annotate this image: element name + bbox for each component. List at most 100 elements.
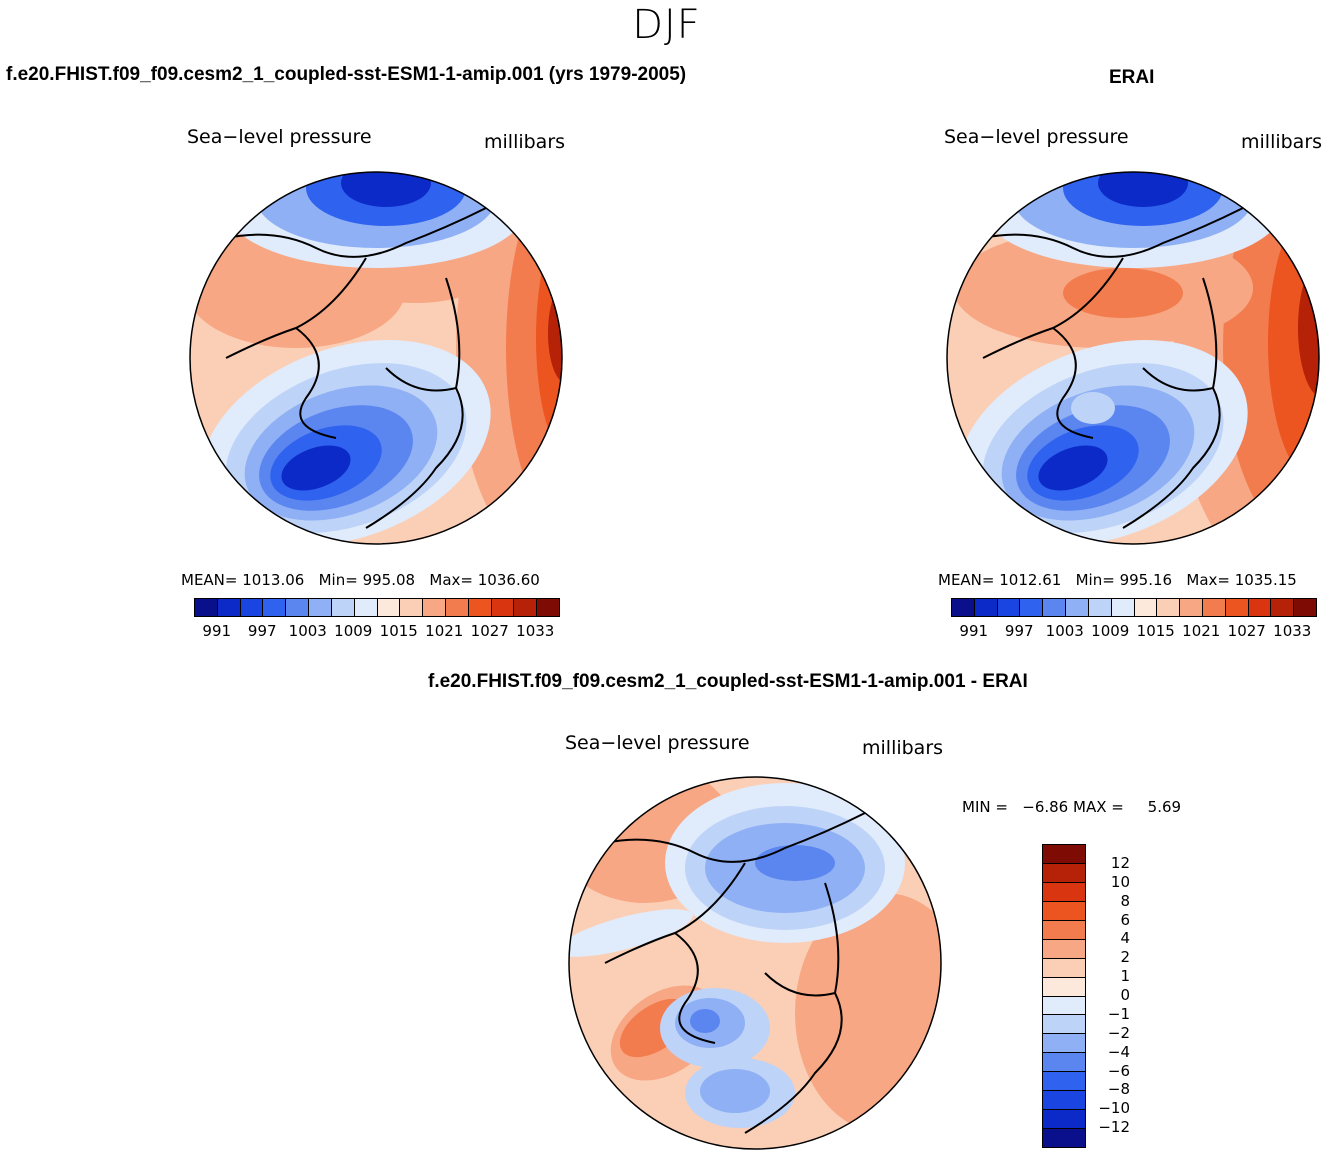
colorbar-swatch bbox=[1134, 599, 1158, 616]
colorbar-swatch bbox=[1111, 599, 1135, 616]
model-max-value: 1036.60 bbox=[477, 571, 540, 589]
obs-colorbar bbox=[951, 598, 1317, 617]
obs-units-label: millibars bbox=[1241, 131, 1323, 153]
colorbar-tick-label: −6 bbox=[1107, 1061, 1130, 1080]
colorbar-tick-label: 1003 bbox=[288, 622, 327, 640]
colorbar-swatch bbox=[1043, 1129, 1085, 1147]
colorbar-tick-label: 10 bbox=[1110, 872, 1130, 891]
colorbar-swatch bbox=[1043, 1053, 1085, 1073]
colorbar-swatch bbox=[952, 599, 975, 616]
colorbar-swatch bbox=[974, 599, 998, 616]
colorbar-swatch bbox=[1043, 1034, 1085, 1054]
colorbar-swatch bbox=[263, 599, 287, 616]
season-title: DJF bbox=[632, 2, 701, 48]
model-mean-value: 1013.06 bbox=[242, 571, 305, 589]
colorbar-tick-label: −10 bbox=[1098, 1099, 1130, 1118]
colorbar-tick-label: 12 bbox=[1110, 853, 1130, 872]
colorbar-tick-label: 997 bbox=[247, 622, 277, 640]
diff-colorbar bbox=[1042, 844, 1086, 1148]
model-min-label: Min= bbox=[318, 571, 358, 589]
diff-min-value: −6.86 bbox=[1022, 798, 1069, 816]
model-max-label: Max= bbox=[429, 571, 473, 589]
colorbar-swatch bbox=[1043, 863, 1085, 883]
colorbar-swatch bbox=[1043, 939, 1085, 959]
colorbar-swatch bbox=[1020, 599, 1044, 616]
model-stats: MEAN= 1013.06 Min= 995.08 Max= 1036.60 bbox=[181, 571, 540, 589]
colorbar-tick-label: 8 bbox=[1120, 891, 1130, 910]
colorbar-swatch bbox=[1043, 920, 1085, 940]
colorbar-tick-label: 4 bbox=[1120, 929, 1130, 948]
colorbar-tick-label: 1015 bbox=[1136, 622, 1175, 640]
diff-colorbar-ticks: 12 10 8 6 4 2 1 0 −1 −2 −4 −6 −8 −10 −12 bbox=[1094, 844, 1154, 1146]
diff-slp-map bbox=[568, 776, 942, 1150]
colorbar-tick-label: 1 bbox=[1120, 967, 1130, 986]
colorbar-tick-label: 1033 bbox=[516, 622, 555, 640]
model-slp-map bbox=[189, 171, 563, 545]
model-variable-label: Sea−level pressure bbox=[187, 126, 372, 148]
colorbar-tick-label: 1027 bbox=[1227, 622, 1266, 640]
colorbar-tick-label: 1015 bbox=[379, 622, 418, 640]
colorbar-swatch bbox=[997, 599, 1021, 616]
obs-mean-label: MEAN= bbox=[938, 571, 995, 589]
colorbar-swatch bbox=[1043, 845, 1085, 864]
obs-colorbar-ticks: 991 997 1003 1009 1015 1021 1027 1033 bbox=[951, 622, 1315, 642]
diff-variable-label: Sea−level pressure bbox=[565, 732, 750, 754]
colorbar-swatch bbox=[354, 599, 378, 616]
colorbar-swatch bbox=[1180, 599, 1203, 616]
colorbar-swatch bbox=[286, 599, 310, 616]
model-colorbar-ticks: 991 997 1003 1009 1015 1021 1027 1033 bbox=[194, 622, 558, 642]
colorbar-swatch bbox=[1043, 996, 1085, 1016]
colorbar-swatch bbox=[217, 599, 241, 616]
obs-min-label: Min= bbox=[1075, 571, 1115, 589]
diff-units-label: millibars bbox=[862, 737, 944, 759]
model-colorbar bbox=[194, 598, 560, 617]
colorbar-swatch bbox=[1043, 1091, 1085, 1111]
colorbar-swatch bbox=[400, 599, 424, 616]
colorbar-swatch bbox=[195, 599, 218, 616]
colorbar-swatch bbox=[1294, 599, 1316, 616]
colorbar-tick-label: 1033 bbox=[1273, 622, 1312, 640]
colorbar-swatch bbox=[1043, 901, 1085, 921]
diff-max-value: 5.69 bbox=[1147, 798, 1182, 816]
colorbar-tick-label: 991 bbox=[959, 622, 989, 640]
colorbar-swatch bbox=[514, 599, 538, 616]
colorbar-tick-label: −8 bbox=[1107, 1080, 1130, 1099]
obs-slp-map bbox=[946, 171, 1320, 545]
model-units-label: millibars bbox=[484, 131, 566, 153]
model-panel-title: f.e20.FHIST.f09_f09.cesm2_1_coupled-sst-… bbox=[6, 64, 687, 85]
obs-max-value: 1035.15 bbox=[1234, 571, 1297, 589]
colorbar-swatch bbox=[1043, 1072, 1085, 1092]
obs-variable-label: Sea−level pressure bbox=[944, 126, 1129, 148]
colorbar-swatch bbox=[491, 599, 515, 616]
colorbar-tick-label: 2 bbox=[1120, 948, 1130, 967]
colorbar-tick-label: −2 bbox=[1107, 1023, 1130, 1042]
colorbar-tick-label: 1009 bbox=[334, 622, 373, 640]
colorbar-swatch bbox=[1043, 958, 1085, 978]
colorbar-swatch bbox=[1248, 599, 1272, 616]
colorbar-tick-label: −12 bbox=[1098, 1118, 1130, 1137]
colorbar-tick-label: −4 bbox=[1107, 1042, 1130, 1061]
colorbar-swatch bbox=[240, 599, 264, 616]
obs-panel-title: ERAI bbox=[1109, 67, 1155, 88]
diff-min-label: MIN = bbox=[962, 798, 1008, 816]
colorbar-tick-label: 991 bbox=[202, 622, 232, 640]
colorbar-tick-label: 0 bbox=[1120, 986, 1130, 1004]
colorbar-swatch bbox=[1043, 1015, 1085, 1035]
colorbar-swatch bbox=[1066, 599, 1089, 616]
colorbar-swatch bbox=[377, 599, 401, 616]
obs-min-value: 995.16 bbox=[1119, 571, 1173, 589]
colorbar-tick-label: 6 bbox=[1120, 910, 1130, 929]
colorbar-swatch bbox=[468, 599, 492, 616]
colorbar-swatch bbox=[309, 599, 332, 616]
model-min-value: 995.08 bbox=[362, 571, 416, 589]
colorbar-swatch bbox=[1157, 599, 1181, 616]
model-mean-label: MEAN= bbox=[181, 571, 238, 589]
colorbar-tick-label: 1027 bbox=[470, 622, 509, 640]
colorbar-swatch bbox=[537, 599, 559, 616]
colorbar-swatch bbox=[423, 599, 446, 616]
colorbar-swatch bbox=[1043, 977, 1085, 997]
colorbar-tick-label: 1003 bbox=[1045, 622, 1084, 640]
obs-mean-value: 1012.61 bbox=[999, 571, 1062, 589]
diff-stats: MIN = −6.86 MAX = 5.69 bbox=[962, 798, 1181, 816]
colorbar-swatch bbox=[445, 599, 469, 616]
